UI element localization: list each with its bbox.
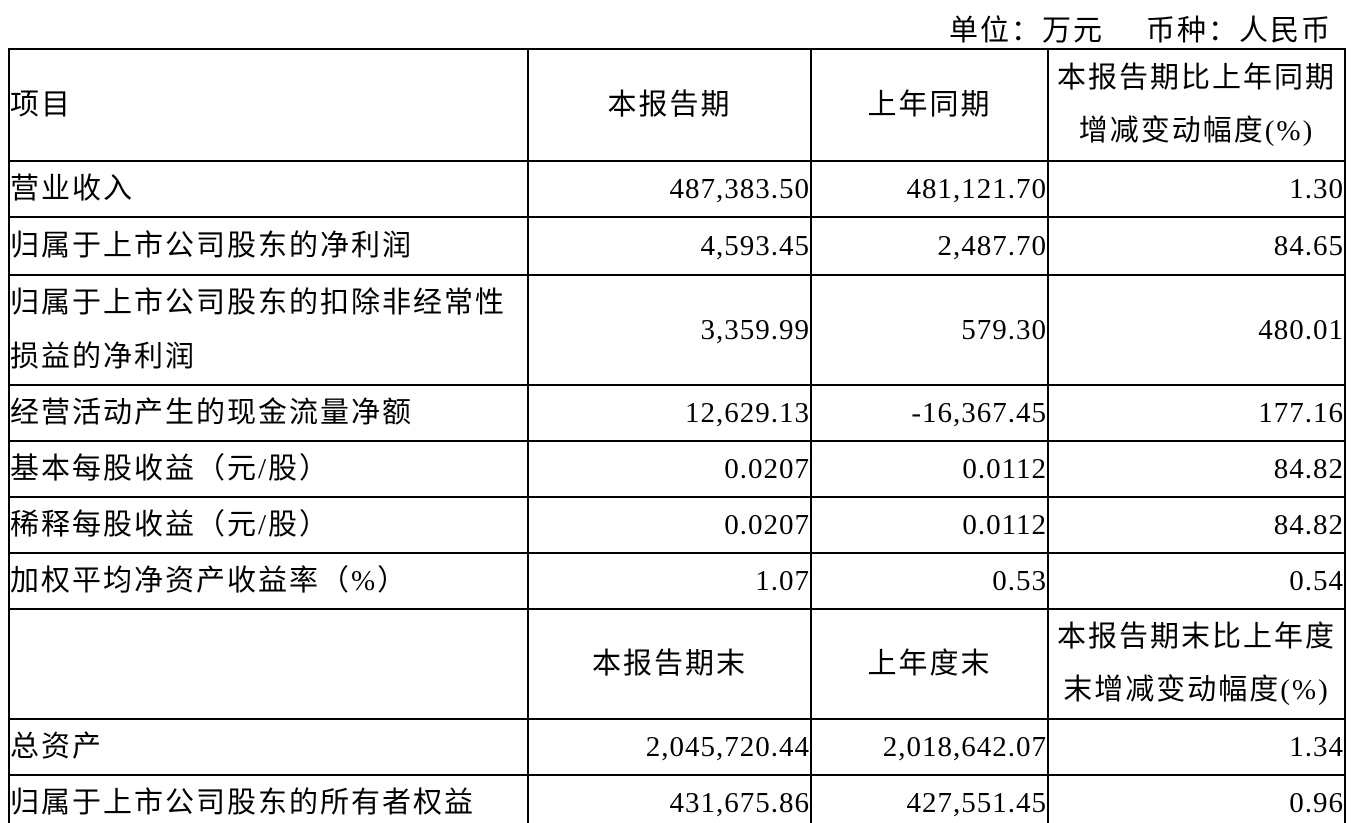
unit-label: 单位：万元 bbox=[948, 15, 1104, 47]
prior-value: 0.53 bbox=[810, 552, 1049, 610]
current-value: 0.0207 bbox=[527, 496, 812, 554]
prior-value: 0.0112 bbox=[810, 496, 1049, 554]
current-value: 4,593.45 bbox=[527, 216, 812, 276]
prior-value: 579.30 bbox=[810, 274, 1049, 386]
item-label: 加权平均净资产收益率（%） bbox=[8, 552, 529, 610]
prior-value: 2,018,642.07 bbox=[810, 718, 1049, 776]
current-value: 2,045,720.44 bbox=[527, 718, 812, 776]
item-label: 经营活动产生的现金流量净额 bbox=[8, 384, 529, 442]
unit-currency-line: 单位：万元 币种：人民币 bbox=[949, 7, 1332, 49]
table-row-owners-equity: 归属于上市公司股东的所有者权益 431,675.86 427,551.45 0.… bbox=[8, 774, 1346, 823]
prior-value: 427,551.45 bbox=[810, 774, 1049, 823]
prior-value: -16,367.45 bbox=[810, 384, 1049, 442]
table-row-operating-cash-flow: 经营活动产生的现金流量净额 12,629.13 -16,367.45 177.1… bbox=[8, 384, 1346, 442]
change-value: 84.82 bbox=[1047, 440, 1346, 498]
header-current-period-end: 本报告期末 bbox=[527, 608, 812, 720]
current-value: 431,675.86 bbox=[527, 774, 812, 823]
table-row-diluted-eps: 稀释每股收益（元/股） 0.0207 0.0112 84.82 bbox=[8, 496, 1346, 554]
header-item-empty bbox=[8, 608, 529, 720]
header-current-period: 本报告期 bbox=[527, 48, 812, 162]
prior-value: 0.0112 bbox=[810, 440, 1049, 498]
change-value: 84.65 bbox=[1047, 216, 1346, 276]
change-value: 0.54 bbox=[1047, 552, 1346, 610]
change-value: 84.82 bbox=[1047, 496, 1346, 554]
table-row-net-profit: 归属于上市公司股东的净利润 4,593.45 2,487.70 84.65 bbox=[8, 216, 1346, 276]
header-row-period: 项目 本报告期 上年同期 本报告期比上年同期增减变动幅度(%) bbox=[8, 48, 1346, 162]
header-item: 项目 bbox=[8, 48, 529, 162]
current-value: 12,629.13 bbox=[527, 384, 812, 442]
header-change-period-end: 本报告期末比上年度末增减变动幅度(%) bbox=[1047, 608, 1346, 720]
table-row-weighted-roe: 加权平均净资产收益率（%） 1.07 0.53 0.54 bbox=[8, 552, 1346, 610]
change-value: 0.96 bbox=[1047, 774, 1346, 823]
header-change: 本报告期比上年同期增减变动幅度(%) bbox=[1047, 48, 1346, 162]
change-value: 1.30 bbox=[1047, 160, 1346, 218]
item-label: 总资产 bbox=[8, 718, 529, 776]
change-value: 1.34 bbox=[1047, 718, 1346, 776]
item-label: 归属于上市公司股东的扣除非经常性损益的净利润 bbox=[8, 274, 529, 386]
change-value: 177.16 bbox=[1047, 384, 1346, 442]
prior-value: 481,121.70 bbox=[810, 160, 1049, 218]
header-prior-year-end: 上年度末 bbox=[810, 608, 1049, 720]
current-value: 487,383.50 bbox=[527, 160, 812, 218]
table-row-deducted-net-profit: 归属于上市公司股东的扣除非经常性损益的净利润 3,359.99 579.30 4… bbox=[8, 274, 1346, 386]
header-row-period-end: 本报告期末 上年度末 本报告期末比上年度末增减变动幅度(%) bbox=[8, 608, 1346, 720]
current-value: 3,359.99 bbox=[527, 274, 812, 386]
item-label: 归属于上市公司股东的净利润 bbox=[8, 216, 529, 276]
table-row-revenue: 营业收入 487,383.50 481,121.70 1.30 bbox=[8, 160, 1346, 218]
currency-label: 币种：人民币 bbox=[1145, 15, 1332, 47]
table-row-total-assets: 总资产 2,045,720.44 2,018,642.07 1.34 bbox=[8, 718, 1346, 776]
table-row-basic-eps: 基本每股收益（元/股） 0.0207 0.0112 84.82 bbox=[8, 440, 1346, 498]
item-label: 营业收入 bbox=[8, 160, 529, 218]
header-prior-period: 上年同期 bbox=[810, 48, 1049, 162]
item-label: 基本每股收益（元/股） bbox=[8, 440, 529, 498]
financial-summary-table: 项目 本报告期 上年同期 本报告期比上年同期增减变动幅度(%) 营业收入 487… bbox=[8, 48, 1346, 823]
item-label: 归属于上市公司股东的所有者权益 bbox=[8, 774, 529, 823]
current-value: 1.07 bbox=[527, 552, 812, 610]
change-value: 480.01 bbox=[1047, 274, 1346, 386]
current-value: 0.0207 bbox=[527, 440, 812, 498]
item-label: 稀释每股收益（元/股） bbox=[8, 496, 529, 554]
prior-value: 2,487.70 bbox=[810, 216, 1049, 276]
